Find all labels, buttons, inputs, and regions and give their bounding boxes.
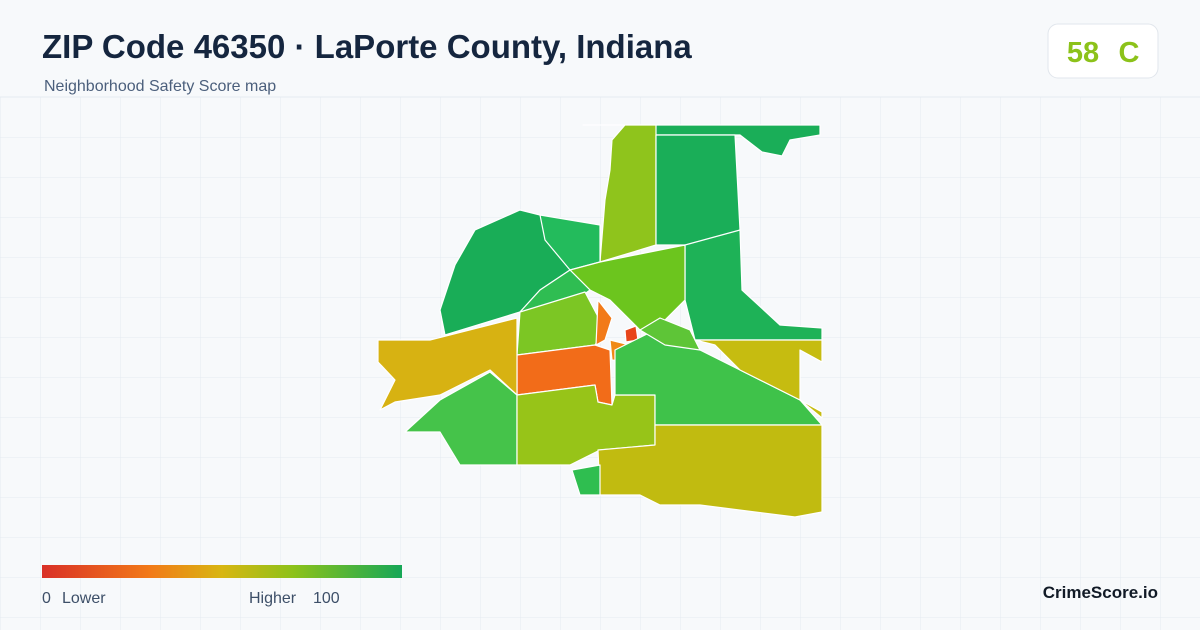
zip-map (377, 124, 823, 518)
map-region (595, 299, 613, 346)
title: ZIP Code 46350 · LaPorte County, Indiana (42, 28, 692, 65)
map-region (377, 317, 518, 411)
score-value: 58 (1067, 37, 1099, 69)
legend-min: 0 (42, 590, 51, 607)
subtitle: Neighborhood Safety Score map (44, 78, 276, 95)
legend-scale (42, 565, 402, 578)
legend-max: 100 (313, 590, 340, 607)
map-region (597, 424, 823, 518)
score-badge (1047, 23, 1159, 79)
legend-min-label: Lower (62, 590, 106, 607)
brand: CrimeScore.io (1043, 583, 1158, 602)
map-region (694, 339, 823, 419)
map-region (684, 229, 823, 341)
legend-max-label: Higher (249, 590, 297, 607)
score-grade: C (1119, 37, 1140, 69)
map-region (571, 464, 601, 496)
